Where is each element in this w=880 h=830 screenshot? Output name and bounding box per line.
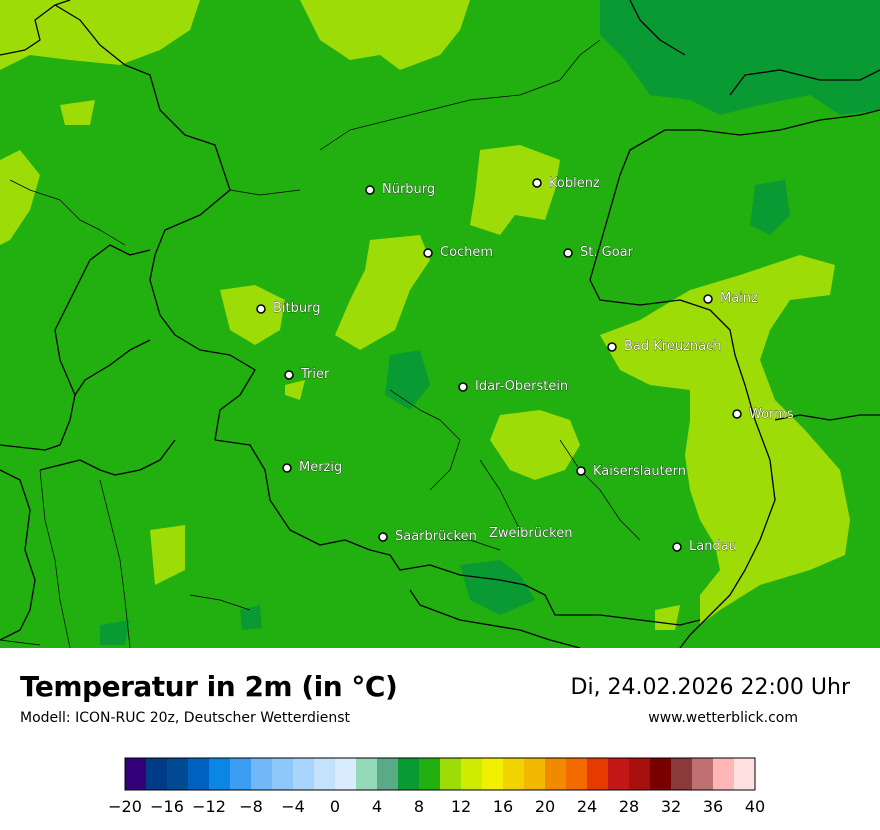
legend-swatch — [188, 758, 210, 790]
legend-swatch — [482, 758, 504, 790]
borders — [0, 0, 880, 648]
legend-tick-label: 4 — [372, 797, 382, 816]
city-marker-st-goar: St. Goar — [563, 245, 634, 260]
city-label-bitburg: Bitburg — [273, 301, 321, 316]
legend-swatch — [545, 758, 567, 790]
city-marker-bad-kreuznach: Bad Kreuznach — [607, 339, 722, 354]
regional-borders — [0, 39, 641, 648]
legend-tick-label: 0 — [330, 797, 340, 816]
city-label-bad-kreuznach: Bad Kreuznach — [624, 339, 722, 354]
legend-swatch — [419, 758, 441, 790]
city-label-idar-oberstein: Idar-Oberstein — [475, 379, 568, 394]
legend-tick-label: 36 — [703, 797, 723, 816]
city-label-mainz: Mainz — [720, 291, 758, 306]
legend-tick-label: 28 — [619, 797, 639, 816]
city-label-merzig: Merzig — [299, 460, 342, 475]
legend-swatch — [398, 758, 420, 790]
city-label-cochem: Cochem — [440, 245, 493, 260]
city-label-kaiserslautern: Kaiserslautern — [593, 464, 686, 479]
city-marker-bitburg: Bitburg — [256, 301, 321, 316]
color-legend: −20 −16 −12 −8 −4 0 4 8 12 16 20 24 28 32 36 40 — [108, 757, 765, 816]
legend-swatch — [167, 758, 189, 790]
city-marker-trier: Trier — [284, 367, 330, 382]
city-marker-mainz: Mainz — [703, 291, 758, 306]
legend-tick-label: 8 — [414, 797, 424, 816]
forecast-datetime: Di, 24.02.2026 22:00 Uhr — [570, 675, 850, 700]
city-marker-idar-oberstein: Idar-Oberstein — [458, 379, 568, 394]
city-label-trier: Trier — [300, 367, 330, 382]
legend-swatch — [692, 758, 714, 790]
legend-swatch — [587, 758, 609, 790]
legend-color-bar — [125, 758, 756, 790]
legend-swatch — [524, 758, 546, 790]
legend-swatch — [146, 758, 168, 790]
legend-tick-label: 16 — [493, 797, 513, 816]
legend-swatch — [440, 758, 462, 790]
legend-tick-label: −12 — [192, 797, 226, 816]
city-label-group-zweibruecken: Zweibrücken — [489, 526, 573, 542]
legend-swatch — [230, 758, 252, 790]
city-marker-worms: Worms — [732, 407, 794, 422]
legend-swatch — [503, 758, 525, 790]
legend-swatch — [209, 758, 231, 790]
legend-tick-label: −8 — [239, 797, 263, 816]
city-label-saarbruecken: Saarbrücken — [395, 529, 477, 544]
city-label-landau: Landau — [689, 539, 737, 554]
temperature-map: Nürburg Koblenz Cochem St. Goar Bitburg … — [0, 0, 880, 648]
city-marker-kaiserslautern: Kaiserslautern — [576, 464, 686, 479]
warm-areas — [0, 0, 850, 630]
legend-swatch — [314, 758, 336, 790]
map-title: Temperatur in 2m (in °C) — [20, 670, 398, 703]
legend-tick-label: 32 — [661, 797, 681, 816]
legend-swatch — [377, 758, 399, 790]
city-marker-landau: Landau — [672, 539, 737, 554]
legend-tick-label: 24 — [577, 797, 597, 816]
legend-tick-label: 20 — [535, 797, 555, 816]
city-label-worms: Worms — [749, 407, 794, 422]
website-link[interactable]: www.wetterblick.com — [648, 710, 798, 726]
legend-swatch — [272, 758, 294, 790]
city-markers: Nürburg Koblenz Cochem St. Goar Bitburg … — [256, 176, 794, 554]
legend-swatch — [671, 758, 693, 790]
legend-tick-label: 40 — [745, 797, 765, 816]
legend-frame — [124, 757, 756, 791]
legend-tick-label: −16 — [150, 797, 184, 816]
city-label-koblenz: Koblenz — [549, 176, 600, 191]
legend-swatch — [356, 758, 378, 790]
model-source: Modell: ICON-RUC 20z, Deutscher Wetterdi… — [20, 710, 351, 726]
city-label-zweibruecken: Zweibrücken — [489, 526, 572, 541]
legend-swatch — [566, 758, 588, 790]
legend-tick-label: −20 — [108, 797, 142, 816]
city-marker-merzig: Merzig — [282, 460, 343, 475]
city-marker-cochem: Cochem — [423, 245, 493, 260]
city-marker-saarbruecken: Saarbrücken — [378, 529, 477, 544]
legend-swatch — [293, 758, 315, 790]
city-label-nuerburg: Nürburg — [382, 182, 435, 197]
legend-swatch — [713, 758, 735, 790]
legend-swatch — [335, 758, 357, 790]
legend-swatch — [734, 758, 756, 790]
legend-swatch — [650, 758, 672, 790]
legend-swatch — [251, 758, 273, 790]
city-marker-nuerburg: Nürburg — [365, 182, 435, 197]
legend-tick-label: 12 — [451, 797, 471, 816]
cool-areas — [100, 0, 880, 645]
city-marker-koblenz: Koblenz — [532, 176, 600, 191]
legend-swatch — [608, 758, 630, 790]
legend-tick-label: −4 — [281, 797, 305, 816]
legend-swatch — [629, 758, 651, 790]
city-label-st-goar: St. Goar — [580, 245, 634, 260]
legend-swatch — [125, 758, 147, 790]
legend-swatch — [461, 758, 483, 790]
legend-tick-labels: −20 −16 −12 −8 −4 0 4 8 12 16 20 24 28 32 36 40 — [108, 797, 765, 816]
